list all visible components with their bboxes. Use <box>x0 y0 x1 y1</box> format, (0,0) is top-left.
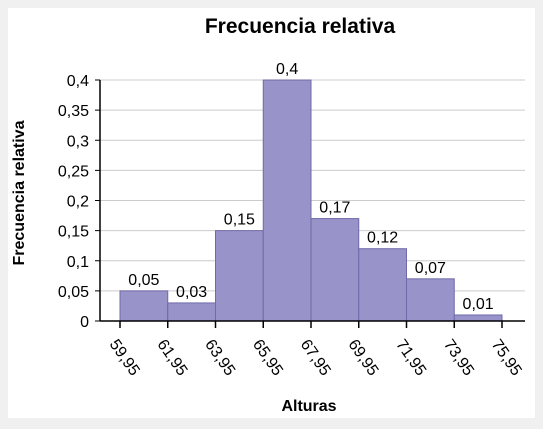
bars <box>119 79 503 322</box>
histogram-chart: Frecuencia relativa 0 0,05 0,1 0,15 0,2 0,25 0… <box>11 15 525 415</box>
y-tick-label: 0,35 <box>58 103 89 120</box>
y-tick-label: 0,3 <box>67 133 89 150</box>
bar-data-label: 0,05 <box>128 272 159 289</box>
histogram-bar <box>310 218 360 322</box>
x-tick-label: 75,95 <box>488 337 525 380</box>
histogram-bar <box>262 79 312 322</box>
x-tick-label: 71,95 <box>392 337 429 380</box>
chart-title: Frecuencia relativa <box>205 15 396 38</box>
bar-data-label: 0,15 <box>224 212 255 229</box>
y-axis-title: Frecuencia relativa <box>11 120 28 265</box>
bar-data-label: 0,01 <box>463 296 494 313</box>
x-tick-label: 67,95 <box>297 337 334 380</box>
histogram-bar <box>358 248 407 322</box>
x-tick-label: 69,95 <box>344 337 381 380</box>
y-tick-label: 0,4 <box>67 73 89 90</box>
y-tick-label: 0,2 <box>67 194 89 211</box>
axes <box>95 79 525 328</box>
y-tick-label: 0,15 <box>58 224 89 241</box>
histogram-bar <box>215 230 264 322</box>
bar-data-label: 0,17 <box>319 200 350 217</box>
bar-data-label: 0,07 <box>415 260 446 277</box>
x-tick-label: 73,95 <box>440 337 477 380</box>
x-tick-label: 65,95 <box>249 337 286 380</box>
y-tick-label: 0 <box>80 314 89 331</box>
x-axis-title: Alturas <box>281 398 336 415</box>
histogram-bar <box>167 302 216 322</box>
x-tick-label: 63,95 <box>201 337 238 380</box>
y-tick-label: 0,25 <box>58 163 89 180</box>
bar-data-label: 0,12 <box>367 230 398 247</box>
histogram-bar <box>406 278 455 322</box>
x-tick-label: 61,95 <box>153 337 190 380</box>
chart-panel: Frecuencia relativa 0 0,05 0,1 0,15 0,2 0,25 0… <box>8 8 535 418</box>
y-tick-label: 0,1 <box>67 254 89 271</box>
y-tick-label: 0,05 <box>58 284 89 301</box>
histogram-bar <box>119 290 169 322</box>
bar-data-label: 0,4 <box>276 61 298 78</box>
bar-data-label: 0,03 <box>176 284 207 301</box>
x-tick-label: 59,95 <box>106 337 143 380</box>
histogram-bar <box>453 314 503 322</box>
